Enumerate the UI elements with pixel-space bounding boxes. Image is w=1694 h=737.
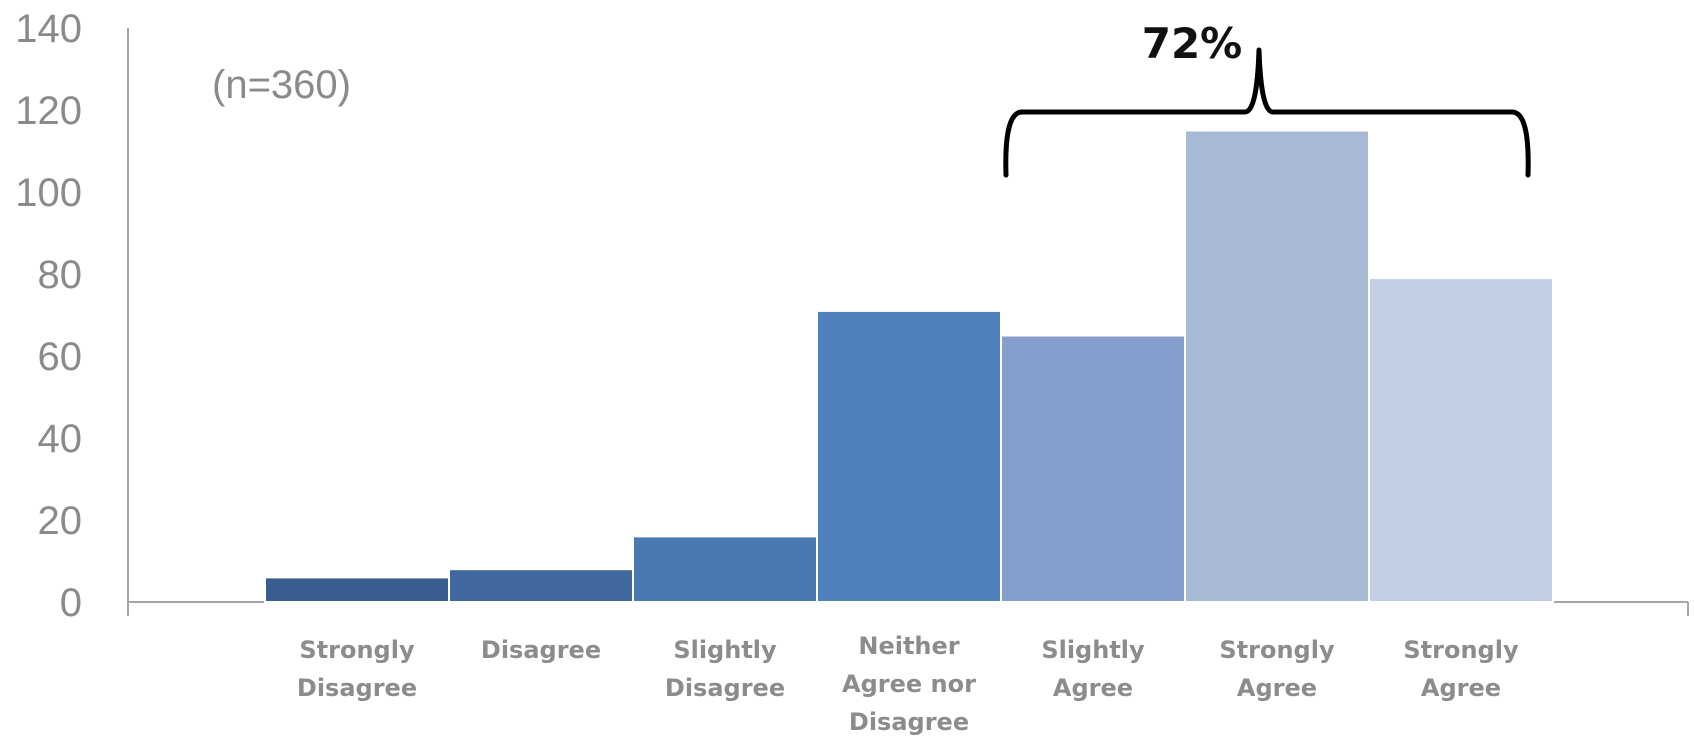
y-tick-label: 40	[38, 417, 83, 461]
category-label: Disagree	[297, 674, 417, 702]
bars	[264, 129, 1554, 604]
category-label: Slightly	[1041, 636, 1145, 664]
y-tick-label: 100	[15, 171, 82, 215]
y-tick-label: 120	[15, 89, 82, 133]
bar-4	[1000, 334, 1186, 603]
category-label: Neither	[858, 632, 959, 660]
category-label: Disagree	[481, 636, 601, 664]
category-label: Agree	[1421, 674, 1501, 702]
bar-5	[1184, 129, 1370, 603]
y-tick-label: 80	[38, 253, 83, 297]
bar-2	[632, 535, 818, 604]
y-tick-label: 60	[38, 335, 83, 379]
category-label: Agree	[1237, 674, 1317, 702]
y-tick-label: 20	[38, 499, 83, 543]
sample-size-note: (n=360)	[212, 63, 351, 107]
bracket-percent-label: 72%	[1142, 19, 1243, 68]
agree-bracket	[1003, 47, 1531, 178]
bar-3	[816, 309, 1002, 603]
category-label: Slightly	[673, 636, 777, 664]
category-labels: Strongly Disagree Disagree Slightly Disagree…	[297, 632, 1519, 736]
category-label: Strongly	[1403, 636, 1519, 664]
y-tick-label: 140	[15, 7, 82, 51]
category-label: Disagree	[665, 674, 785, 702]
category-label: Agree	[1053, 674, 1133, 702]
category-label: Agree nor	[842, 670, 976, 698]
y-tick-label: 0	[60, 581, 82, 625]
y-axis-ticks: 0 20 40 60 80 100 120 140	[15, 7, 82, 625]
bar-1	[448, 568, 634, 604]
bar-6	[1368, 277, 1554, 603]
category-label: Disagree	[849, 708, 969, 736]
category-label: Strongly	[299, 636, 415, 664]
category-label: Strongly	[1219, 636, 1335, 664]
bar-0	[264, 576, 450, 604]
